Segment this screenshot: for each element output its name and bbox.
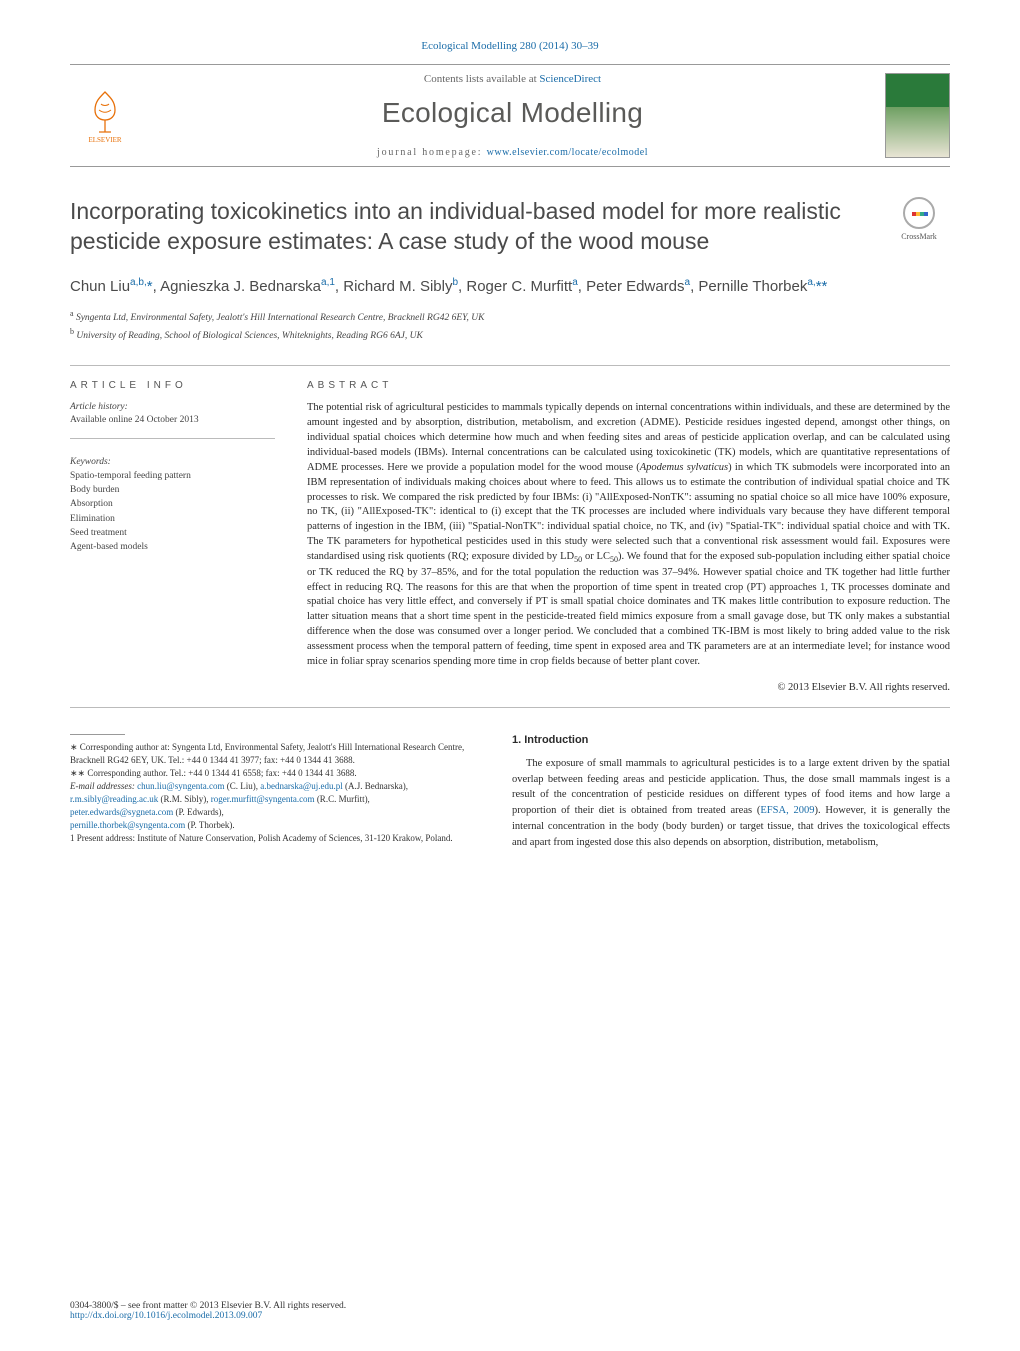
running-head: Ecological Modelling 280 (2014) 30–39 [70,40,950,52]
elsevier-logo: ELSEVIER [70,76,140,156]
footnotes: ∗ Corresponding author at: Syngenta Ltd,… [70,734,480,851]
crossmark-label: CrossMark [901,232,937,241]
homepage-prefix: journal homepage: [377,147,487,158]
crossmark-icon [903,197,935,229]
sciencedirect-link[interactable]: ScienceDirect [539,73,601,85]
email-link[interactable]: chun.liu@syngenta.com [137,781,224,791]
affiliations: a Syngenta Ltd, Environmental Safety, Je… [70,308,950,343]
masthead: ELSEVIER Contents lists available at Sci… [70,64,950,167]
article-history: Article history: Available online 24 Oct… [70,401,275,439]
rule-bottom [70,707,950,708]
elsevier-tree-icon [81,88,129,136]
keywords-list: Spatio-temporal feeding patternBody burd… [70,471,191,552]
footer-copyright: 0304-3800/$ – see front matter © 2013 El… [70,1301,346,1311]
contents-line: Contents lists available at ScienceDirec… [140,73,885,85]
email-link[interactable]: peter.edwards@sygneta.com [70,807,173,817]
homepage-line: journal homepage: www.elsevier.com/locat… [140,147,885,158]
rule-top [70,365,950,366]
homepage-link[interactable]: www.elsevier.com/locate/ecolmodel [487,147,648,158]
abstract-copyright: © 2013 Elsevier B.V. All rights reserved… [307,682,950,693]
keywords-block: Keywords: Spatio-temporal feeding patter… [70,455,275,555]
elsevier-label: ELSEVIER [88,136,121,144]
authors: Chun Liua,b,*, Agnieszka J. Bednarskaa,1… [70,275,950,299]
journal-cover-thumb [885,73,950,158]
present-address: 1 Present address: Institute of Nature C… [70,832,480,845]
contents-prefix: Contents lists available at [424,73,539,85]
keywords-label: Keywords: [70,457,111,467]
emails: E-mail addresses: chun.liu@syngenta.com … [70,780,480,832]
email-link[interactable]: pernille.thorbek@syngenta.com [70,820,185,830]
footnote-rule [70,734,125,735]
doi-link[interactable]: http://dx.doi.org/10.1016/j.ecolmodel.20… [70,1311,262,1321]
corr-author-2: ∗∗ Corresponding author. Tel.: +44 0 134… [70,767,480,780]
journal-name: Ecological Modelling [140,97,885,129]
article-title: Incorporating toxicokinetics into an ind… [70,197,868,257]
intro-body: The exposure of small mammals to agricul… [512,756,950,851]
page-footer: 0304-3800/$ – see front matter © 2013 El… [70,1301,346,1321]
masthead-center: Contents lists available at ScienceDirec… [140,73,885,158]
citation-link-efsa2009[interactable]: EFSA, 2009 [760,805,814,816]
section-heading-intro: 1. Introduction [512,734,950,746]
article-info-heading: article info [70,380,275,391]
email-link[interactable]: r.m.sibly@reading.ac.uk [70,794,158,804]
history-label: Article history: [70,402,128,412]
abstract-heading: abstract [307,380,950,391]
email-link[interactable]: a.bednarska@uj.edu.pl [260,781,343,791]
crossmark-badge[interactable]: CrossMark [888,197,950,241]
history-line: Available online 24 October 2013 [70,415,199,425]
email-link[interactable]: roger.murfitt@syngenta.com [211,794,315,804]
corr-author-1: ∗ Corresponding author at: Syngenta Ltd,… [70,741,480,767]
abstract-body: The potential risk of agricultural pesti… [307,401,950,670]
